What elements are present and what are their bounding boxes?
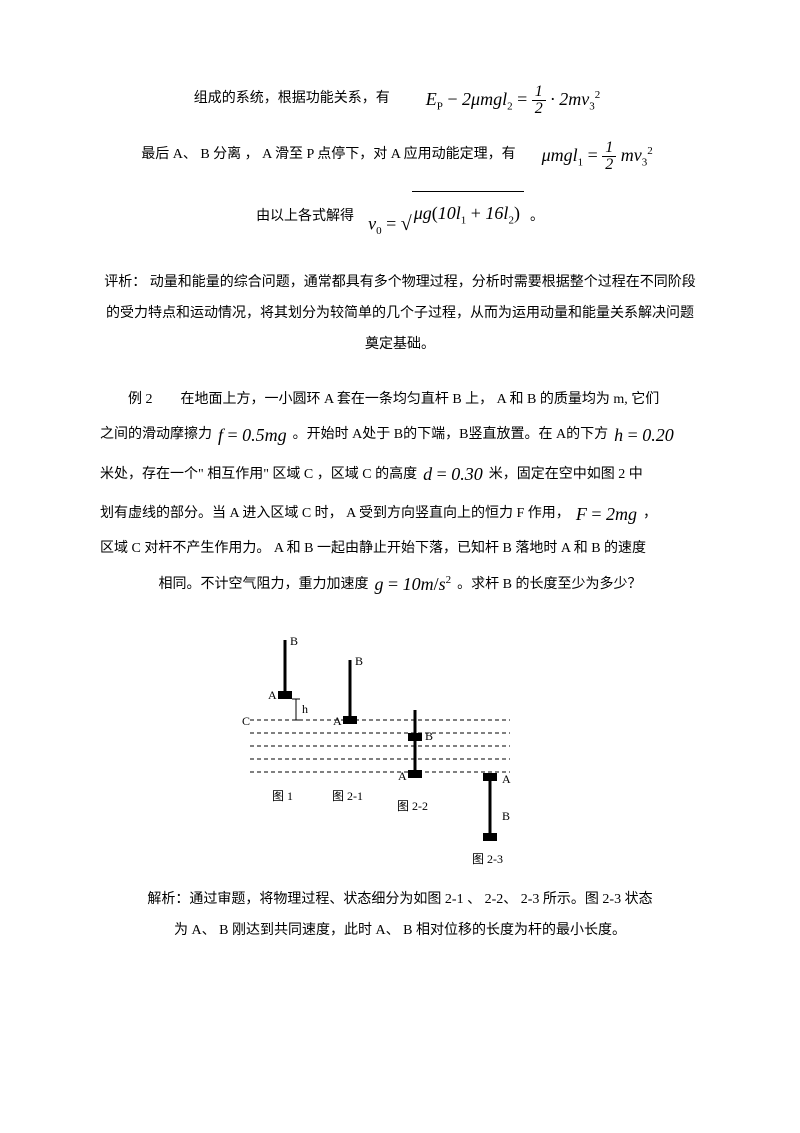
analysis-text-1: 通过审题，将物理过程、状态细分为如图 2-1 、 2-2、 2-3 所示。图 2… bbox=[189, 885, 652, 916]
analysis-label: 解析： bbox=[147, 885, 189, 916]
commentary-paragraph: 评析： 动量和能量的综合问题，通常都具有多个物理过程，分析时需要根据整个过程在不… bbox=[100, 268, 700, 360]
equation-line-2: 最后 A、 B 分离 ， A 滑至 P 点停下，对 A 应用动能定理，有 μmg… bbox=[100, 136, 700, 176]
formula-g: g = 10m/s2 bbox=[368, 565, 457, 605]
example-text-8: 相同。不计空气阻力，重力加速度 bbox=[158, 570, 368, 601]
example-label: 例 2 bbox=[100, 385, 153, 416]
svg-text:A: A bbox=[333, 714, 342, 728]
example-text-1: 在地面上方，一小圆环 A 套在一条均匀直杆 B 上， A 和 B 的质量均为 m… bbox=[153, 385, 660, 416]
example-line-1: 例 2 在地面上方，一小圆环 A 套在一条均匀直杆 B 上， A 和 B 的质量… bbox=[100, 385, 700, 416]
example-text-9: 。求杆 B 的长度至少为多少？ bbox=[457, 570, 641, 601]
svg-text:B: B bbox=[502, 809, 510, 823]
line3-text: 由以上各式解得 bbox=[256, 202, 354, 233]
svg-text:C: C bbox=[242, 714, 250, 728]
example-text-7: 区域 C 对杆不产生作用力。 A 和 B 一起由静止开始下落，已知杆 B 落地时… bbox=[100, 534, 646, 565]
example-paragraph: 例 2 在地面上方，一小圆环 A 套在一条均匀直杆 B 上， A 和 B 的质量… bbox=[100, 385, 700, 605]
formula-F: F = 2mg bbox=[570, 495, 643, 535]
svg-text:图 1: 图 1 bbox=[272, 789, 293, 803]
svg-text:图 2-1: 图 2-1 bbox=[332, 789, 363, 803]
example-text-2: 之间的滑动摩擦力 bbox=[100, 420, 212, 451]
example-text-6: 划有虚线的部分。当 A 进入区域 C 时， A 受到方向竖直向上的恒力 F 作用… bbox=[100, 499, 570, 530]
svg-text:B: B bbox=[425, 729, 433, 743]
example-text-3: 。开始时 A处于 B的下端，B竖直放置。在 A的下方 bbox=[293, 420, 608, 451]
example-line-4: 划有虚线的部分。当 A 进入区域 C 时， A 受到方向竖直向上的恒力 F 作用… bbox=[100, 495, 700, 535]
line1-text: 组成的系统，根据功能关系，有 bbox=[194, 84, 390, 115]
example-line-5: 区域 C 对杆不产生作用力。 A 和 B 一起由静止开始下落，已知杆 B 落地时… bbox=[100, 534, 700, 565]
example-line-3: 米处，存在一个" 相互作用" 区域 C ，区域 C 的高度 d = 0.30 米… bbox=[100, 455, 700, 495]
svg-text:B: B bbox=[290, 634, 298, 648]
example-text-5: 米，固定在空中如图 2 中 bbox=[489, 460, 643, 491]
example-text-4: 米处，存在一个" 相互作用" 区域 C ，区域 C 的高度 bbox=[100, 460, 417, 491]
equation-line-3: 由以上各式解得 v0 = √ μg(10l1 + 16l2) 。 bbox=[100, 191, 700, 244]
analysis-line-2: 为 A、 B 刚达到共同速度，此时 A、 B 相对位移的长度为杆的最小长度。 bbox=[100, 916, 700, 947]
document-page: 组成的系统，根据功能关系，有 EP − 2μmgl2 = 12 · 2mv32 … bbox=[0, 0, 800, 986]
commentary-text: 动量和能量的综合问题，通常都具有多个物理过程，分析时需要根据整个过程在不同阶段的… bbox=[106, 275, 696, 352]
diagram-svg: .lbl { font: 12px "Times New Roman", ser… bbox=[230, 625, 570, 875]
line3-suffix: 。 bbox=[530, 202, 544, 233]
example-line-2: 之间的滑动摩擦力 f = 0.5mg 。开始时 A处于 B的下端，B竖直放置。在… bbox=[100, 416, 700, 456]
formula-friction: f = 0.5mg bbox=[212, 416, 293, 456]
svg-text:B: B bbox=[355, 654, 363, 668]
svg-text:A: A bbox=[268, 688, 277, 702]
svg-text:A: A bbox=[502, 772, 511, 786]
svg-text:h: h bbox=[302, 702, 308, 716]
analysis-text-2: 为 A、 B 刚达到共同速度，此时 A、 B 相对位移的长度为杆的最小长度。 bbox=[174, 916, 626, 947]
equation-1: EP − 2μmgl2 = 12 · 2mv32 bbox=[420, 80, 606, 120]
physics-diagram: .lbl { font: 12px "Times New Roman", ser… bbox=[100, 625, 700, 875]
analysis-line-1: 解析： 通过审题，将物理过程、状态细分为如图 2-1 、 2-2、 2-3 所示… bbox=[100, 885, 700, 916]
svg-text:图 2-2: 图 2-2 bbox=[397, 799, 428, 813]
commentary-label: 评析： bbox=[104, 275, 146, 290]
formula-h: h = 0.20 bbox=[608, 416, 680, 456]
svg-text:图 2-3: 图 2-3 bbox=[472, 852, 503, 866]
equation-line-1: 组成的系统，根据功能关系，有 EP − 2μmgl2 = 12 · 2mv32 bbox=[100, 80, 700, 120]
line2-text: 最后 A、 B 分离 ， A 滑至 P 点停下，对 A 应用动能定理，有 bbox=[141, 140, 515, 171]
equation-2: μmgl1 = 12 mv32 bbox=[536, 136, 659, 176]
example-line-6: 相同。不计空气阻力，重力加速度 g = 10m/s2 。求杆 B 的长度至少为多… bbox=[100, 565, 700, 605]
equation-3: v0 = √ μg(10l1 + 16l2) bbox=[362, 191, 530, 244]
formula-d: d = 0.30 bbox=[417, 455, 489, 495]
svg-text:A: A bbox=[398, 769, 407, 783]
analysis-paragraph: 解析： 通过审题，将物理过程、状态细分为如图 2-1 、 2-2、 2-3 所示… bbox=[100, 885, 700, 947]
